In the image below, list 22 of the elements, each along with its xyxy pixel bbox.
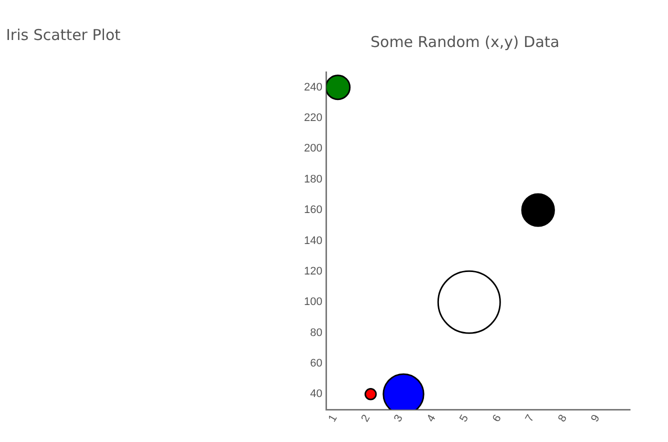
x-tick-label: 4 bbox=[424, 412, 438, 424]
y-tick-label: 80 bbox=[310, 326, 322, 339]
x-tick-label: 5 bbox=[458, 412, 472, 424]
chart-title: Some Random (x,y) Data bbox=[370, 32, 560, 51]
y-tick-label: 160 bbox=[304, 204, 322, 216]
x-tick-label: 3 bbox=[392, 412, 406, 424]
text: Iris Scatter Plot bbox=[6, 26, 120, 44]
y-tick-label: 120 bbox=[304, 265, 322, 278]
y-tick-label: 220 bbox=[304, 112, 322, 124]
x-tick-label: 9 bbox=[588, 412, 602, 424]
y-tick-label: 60 bbox=[310, 358, 322, 370]
x-tick-label: 2 bbox=[359, 412, 373, 424]
x-tick-label: 7 bbox=[523, 412, 537, 424]
x-tick-label: 1 bbox=[326, 412, 340, 424]
y-tick-label: 180 bbox=[304, 173, 322, 186]
y-tick-label: 40 bbox=[310, 388, 322, 400]
y-tick-label: 140 bbox=[304, 234, 322, 247]
y-tick-label: 200 bbox=[304, 142, 322, 155]
x-tick-label: 6 bbox=[490, 412, 504, 424]
y-tick-label: 240 bbox=[304, 81, 322, 94]
y-tick-label: 100 bbox=[304, 296, 322, 308]
x-tick-label: 8 bbox=[556, 412, 570, 424]
